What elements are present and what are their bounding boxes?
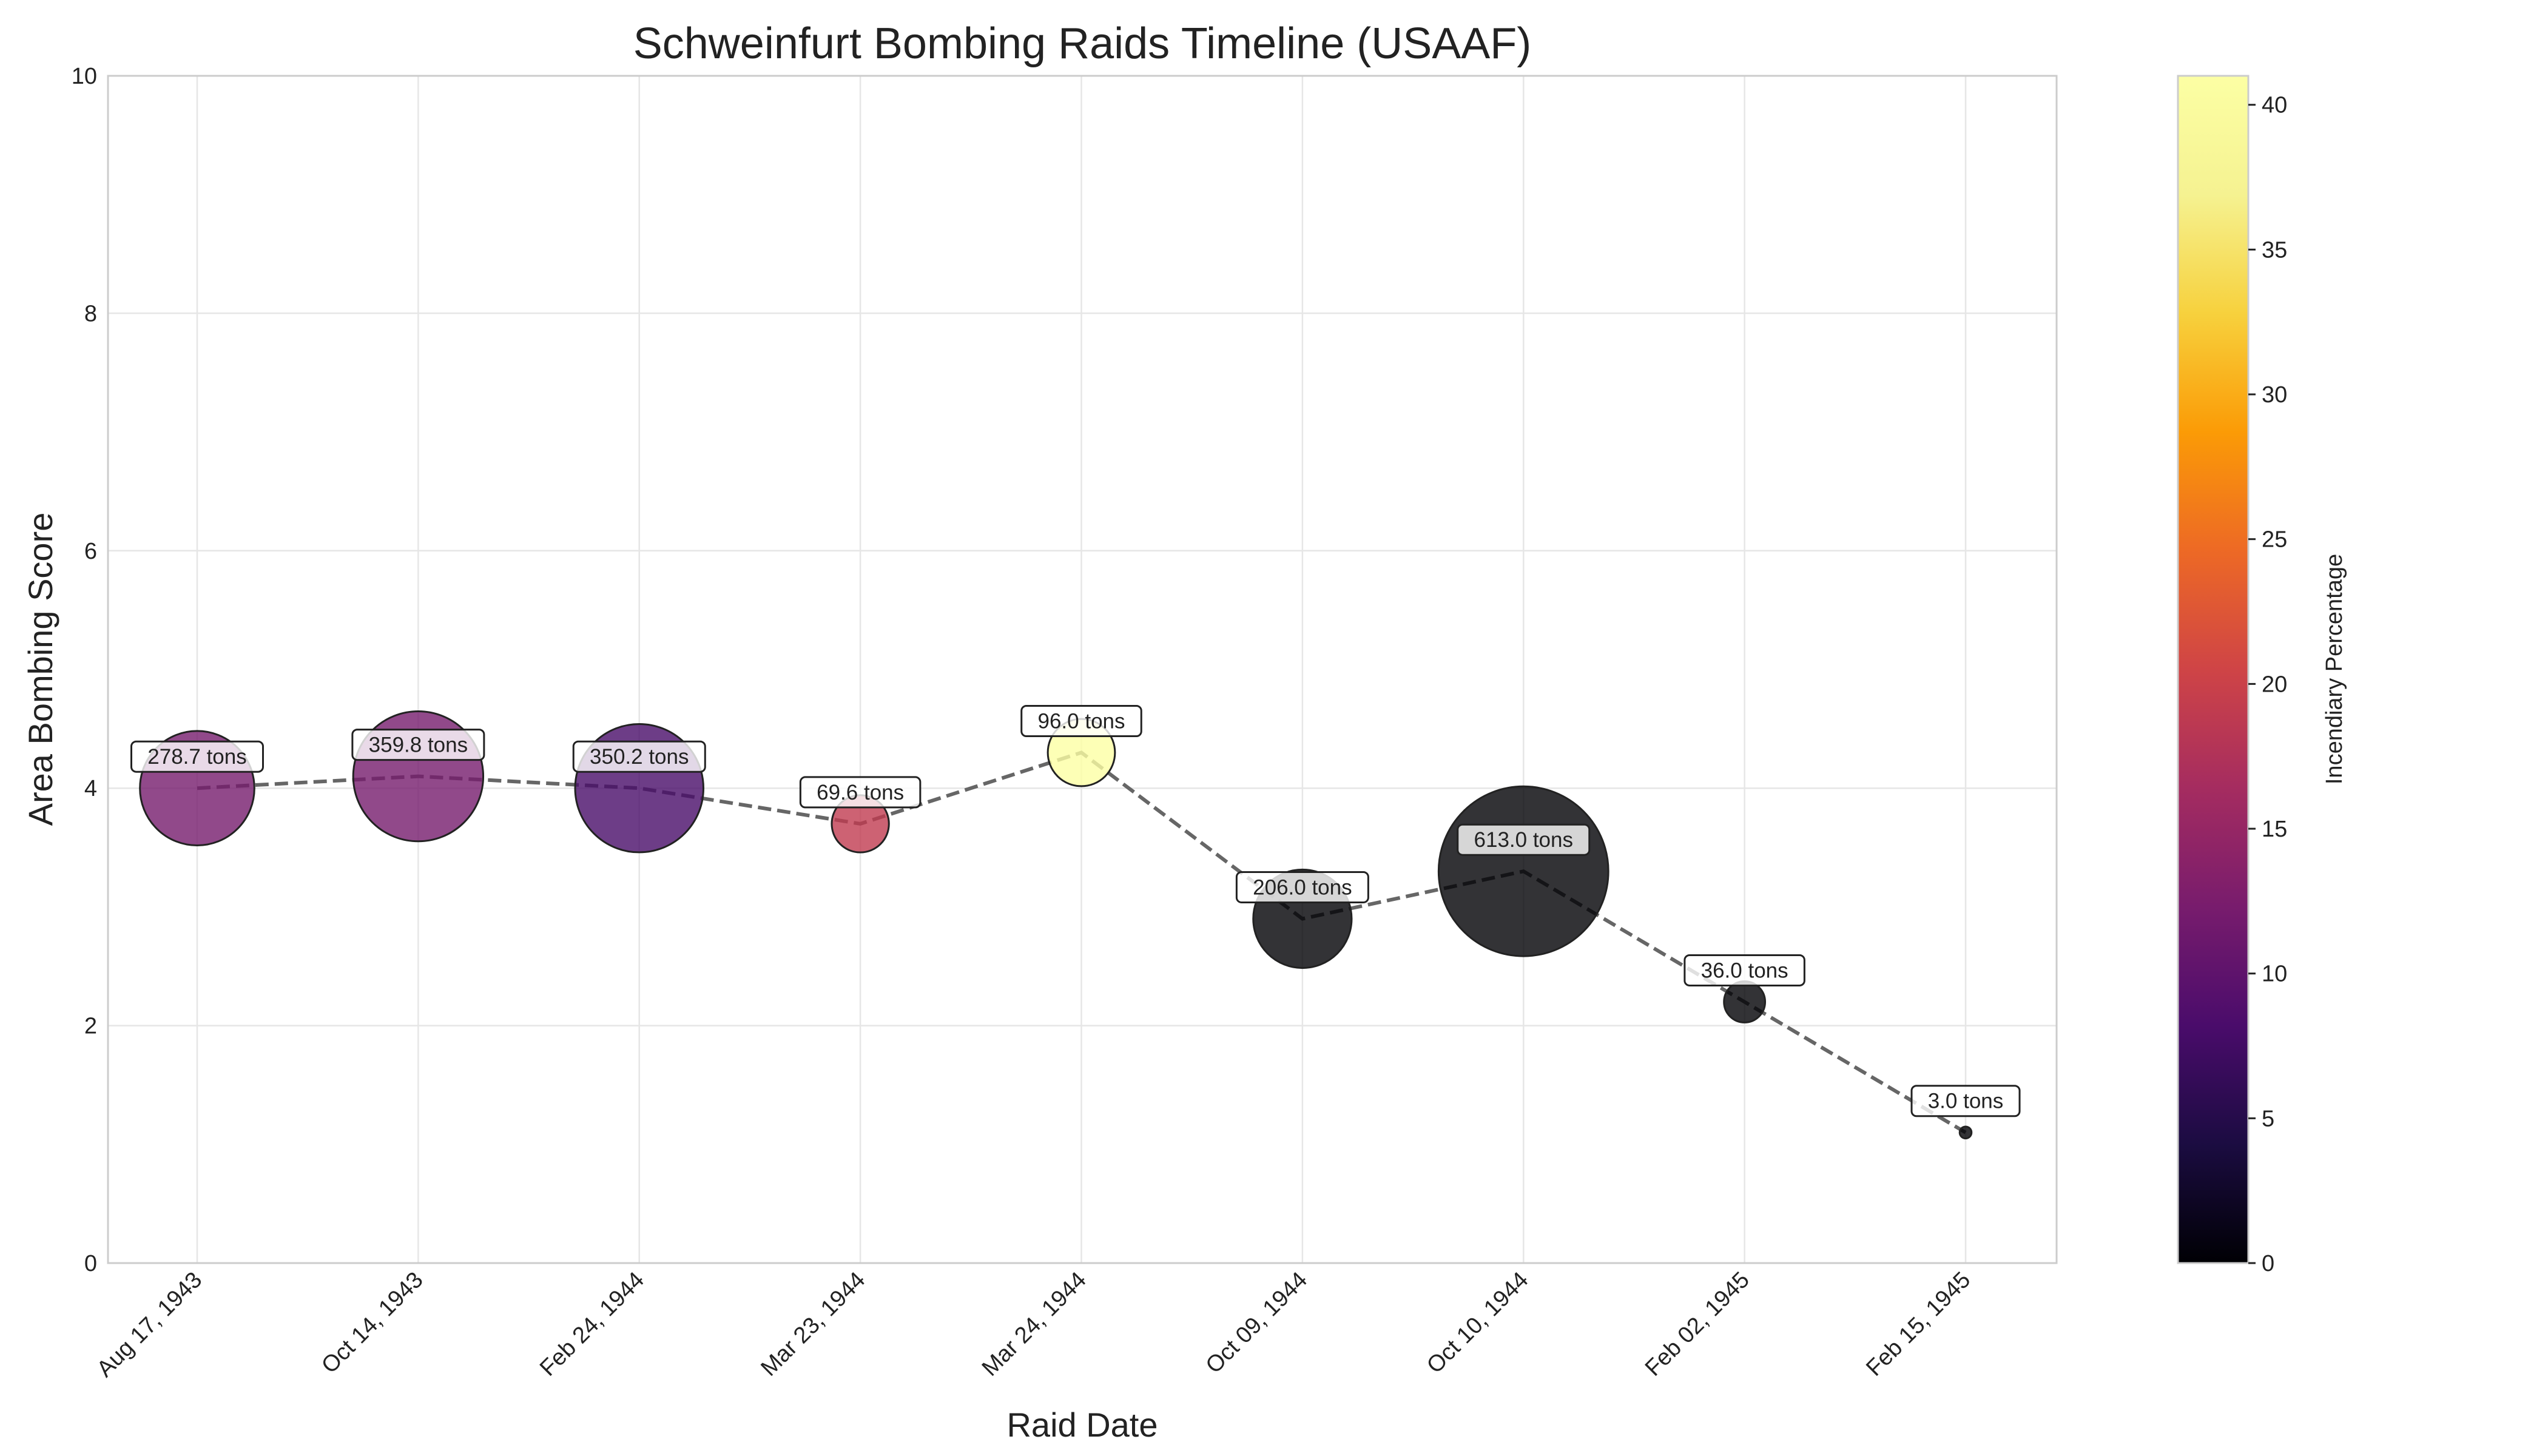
x-tick-label: Oct 14, 1943 — [317, 1267, 428, 1379]
y-tick-label: 0 — [84, 1251, 97, 1276]
x-tick-label: Mar 23, 1944 — [756, 1267, 870, 1381]
tonnage-label: 36.0 tons — [1701, 959, 1788, 982]
colorbar-tick-label: 10 — [2262, 962, 2287, 987]
colorbar-tick-label: 0 — [2262, 1251, 2274, 1276]
y-axis-ticks: 0 2 4 6 8 10 — [72, 64, 97, 1276]
tonnage-label: 613.0 tons — [1474, 828, 1573, 852]
plot-frame — [107, 75, 2058, 1264]
tonnage-label: 278.7 tons — [147, 745, 246, 769]
colorbar: 0 5 10 15 20 25 30 35 40 Incendiary Percentage — [2177, 75, 2347, 1276]
x-tick-label: Feb 15, 1945 — [1861, 1267, 1975, 1381]
annotation-box — [572, 740, 706, 773]
colorbar-tick-label: 15 — [2262, 817, 2287, 842]
y-tick-label: 2 — [84, 1014, 97, 1039]
annotation-box — [1235, 871, 1369, 903]
x-tick-label: Aug 17, 1943 — [92, 1267, 207, 1383]
colorbar-tick-label: 5 — [2262, 1106, 2274, 1131]
annotation-box — [1457, 823, 1591, 856]
colorbar-gradient — [2177, 75, 2250, 1264]
colorbar-tick-label: 40 — [2262, 93, 2287, 118]
tonnage-annotations: 278.7 tons 359.8 tons 350.2 tons 69.6 tons 9… — [130, 704, 2021, 1117]
tonnage-label: 359.8 tons — [369, 733, 468, 757]
annotation-box — [351, 729, 485, 761]
x-axis-ticks: Aug 17, 1943 Oct 14, 1943 Feb 24, 1944 Mar … — [92, 1267, 1976, 1383]
bubble-series — [139, 710, 1973, 1140]
colorbar-label: Incendiary Percentage — [2322, 554, 2347, 784]
raid-bubble — [1723, 980, 1767, 1023]
annotation-box — [1684, 954, 1805, 986]
colorbar-tick-label: 30 — [2262, 382, 2287, 408]
x-tick-label: Feb 24, 1944 — [535, 1267, 649, 1381]
annotation-box — [130, 740, 264, 773]
tonnage-label: 350.2 tons — [590, 745, 689, 769]
y-axis-label: Area Bombing Score — [21, 513, 59, 826]
raid-bubble — [1958, 1125, 1973, 1140]
colorbar-tick-label: 20 — [2262, 672, 2287, 697]
grid-lines — [108, 75, 2057, 1264]
colorbar-tick-label: 35 — [2262, 237, 2287, 263]
annotation-box — [799, 776, 922, 809]
tonnage-label: 69.6 tons — [817, 781, 904, 804]
y-tick-label: 8 — [84, 301, 97, 326]
x-tick-label: Mar 24, 1944 — [977, 1267, 1091, 1381]
x-axis-label: Raid Date — [1006, 1406, 1158, 1444]
tonnage-label: 96.0 tons — [1038, 709, 1125, 733]
y-tick-label: 6 — [84, 539, 97, 564]
raid-bubble — [1437, 785, 1609, 957]
y-tick-label: 10 — [72, 64, 97, 89]
x-tick-label: Feb 02, 1945 — [1640, 1267, 1754, 1381]
colorbar-ticks: 0 5 10 15 20 25 30 35 40 — [2248, 93, 2287, 1276]
annotation-box — [1910, 1085, 2021, 1117]
chart-title: Schweinfurt Bombing Raids Timeline (USAA… — [633, 19, 1532, 68]
tonnage-label: 206.0 tons — [1253, 875, 1352, 899]
annotation-box — [1020, 704, 1142, 737]
colorbar-tick-label: 25 — [2262, 527, 2287, 553]
tonnage-label: 3.0 tons — [1928, 1090, 2004, 1113]
x-tick-label: Oct 09, 1944 — [1201, 1267, 1313, 1379]
y-tick-label: 4 — [84, 776, 97, 801]
x-tick-label: Oct 10, 1944 — [1422, 1267, 1534, 1379]
